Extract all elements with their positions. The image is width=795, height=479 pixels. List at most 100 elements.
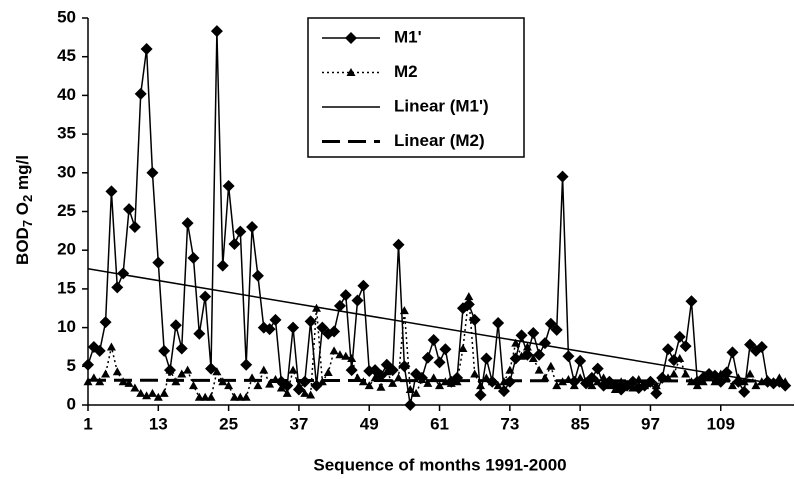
triangle-marker: [101, 369, 111, 378]
diamond-marker: [328, 325, 341, 338]
y-tick-label: 30: [57, 162, 76, 181]
triangle-marker: [411, 388, 421, 397]
diamond-marker: [222, 179, 235, 192]
triangle-marker: [417, 374, 427, 383]
triangle-marker: [604, 381, 614, 390]
legend-box: [307, 17, 525, 158]
triangle-marker: [259, 365, 269, 374]
triangle-marker: [405, 385, 415, 394]
triangle-marker: [188, 381, 198, 390]
x-tick-label: 109: [707, 414, 735, 433]
diamond-marker: [111, 281, 124, 294]
diamond-marker: [210, 25, 223, 38]
diamond-marker: [99, 316, 112, 329]
triangle-marker: [183, 365, 193, 374]
diamond-marker: [398, 360, 411, 373]
triangle-marker: [376, 382, 386, 391]
triangle-marker: [528, 354, 538, 363]
diamond-marker: [679, 340, 692, 353]
triangle-marker: [153, 392, 163, 401]
diamond-marker: [351, 294, 364, 307]
y-tick-label: 0: [67, 394, 76, 413]
diamond-marker: [339, 289, 352, 302]
diamond-marker: [187, 251, 200, 264]
triangle-marker: [751, 381, 761, 390]
y-axis-label-part: BOD: [13, 227, 32, 265]
triangle-marker: [476, 381, 486, 390]
triangle-marker: [423, 378, 433, 387]
series-line: [87, 378, 786, 383]
triangle-marker: [692, 381, 702, 390]
triangle-marker: [511, 338, 521, 347]
y-tick-label: 15: [57, 278, 76, 297]
diamond-marker: [269, 313, 282, 326]
triangle-marker: [224, 381, 234, 390]
diamond-marker: [246, 220, 259, 233]
diamond-marker: [181, 217, 194, 230]
triangle-marker: [229, 392, 239, 401]
triangle-marker: [282, 388, 292, 397]
diamond-marker: [591, 362, 604, 375]
y-tick-label: 45: [57, 46, 76, 65]
triangle-marker: [142, 391, 152, 400]
diamond-marker: [287, 321, 300, 334]
diamond-marker: [193, 327, 206, 340]
triangle-marker: [628, 383, 638, 392]
x-tick-label: 1: [83, 414, 92, 433]
diamond-marker: [404, 399, 417, 411]
diamond-marker: [556, 170, 569, 183]
y-tick-label: 20: [57, 240, 76, 259]
triangle-marker: [517, 351, 527, 360]
triangle-marker: [651, 381, 661, 390]
y-tick-label: 40: [57, 85, 76, 104]
diamond-marker: [533, 348, 546, 361]
y-tick-label: 50: [57, 7, 76, 26]
diamond-marker: [82, 358, 94, 371]
diamond-marker: [345, 32, 357, 44]
x-tick-label: 49: [360, 414, 379, 433]
triangle-marker: [194, 392, 204, 401]
y-tick-label: 25: [57, 201, 76, 220]
diamond-marker: [134, 87, 147, 100]
diamond-marker: [152, 256, 165, 269]
triangle-marker: [622, 381, 632, 390]
diamond-marker: [263, 323, 276, 336]
diamond-marker: [439, 343, 452, 356]
triangle-marker: [235, 392, 245, 401]
diamond-marker: [105, 185, 118, 198]
diamond-marker: [667, 354, 680, 367]
y-tick-label: 10: [57, 317, 76, 336]
triangle-marker: [200, 392, 210, 401]
y-tick-label: 35: [57, 124, 76, 143]
triangle-marker: [440, 377, 450, 386]
series-line: [87, 268, 786, 387]
diamond-marker: [421, 351, 434, 364]
triangle-marker: [306, 390, 316, 399]
diamond-marker: [234, 225, 247, 238]
triangle-marker: [464, 292, 474, 301]
diamond-marker: [228, 238, 241, 251]
triangle-marker: [124, 378, 134, 387]
triangle-marker: [177, 369, 187, 378]
diamond-marker: [117, 267, 130, 280]
triangle-marker: [130, 383, 140, 392]
diamond-marker: [427, 333, 440, 346]
diamond-marker: [474, 388, 487, 401]
triangle-marker: [241, 392, 251, 401]
diamond-marker: [128, 220, 141, 233]
diamond-marker: [345, 364, 358, 377]
diamond-marker: [726, 346, 739, 359]
triangle-marker: [552, 381, 562, 390]
diamond-marker: [392, 238, 405, 251]
x-tick-label: 73: [500, 414, 519, 433]
diamond-marker: [650, 387, 663, 400]
triangle-marker: [347, 354, 357, 363]
triangle-marker: [610, 385, 620, 394]
legend-label: Linear (M2): [394, 131, 485, 150]
diamond-marker: [93, 344, 106, 357]
diamond-marker: [169, 319, 182, 332]
x-axis-label: Sequence of months 1991-2000: [313, 455, 566, 474]
triangle-marker: [534, 365, 544, 374]
triangle-marker: [300, 388, 310, 397]
diamond-marker: [480, 352, 493, 365]
